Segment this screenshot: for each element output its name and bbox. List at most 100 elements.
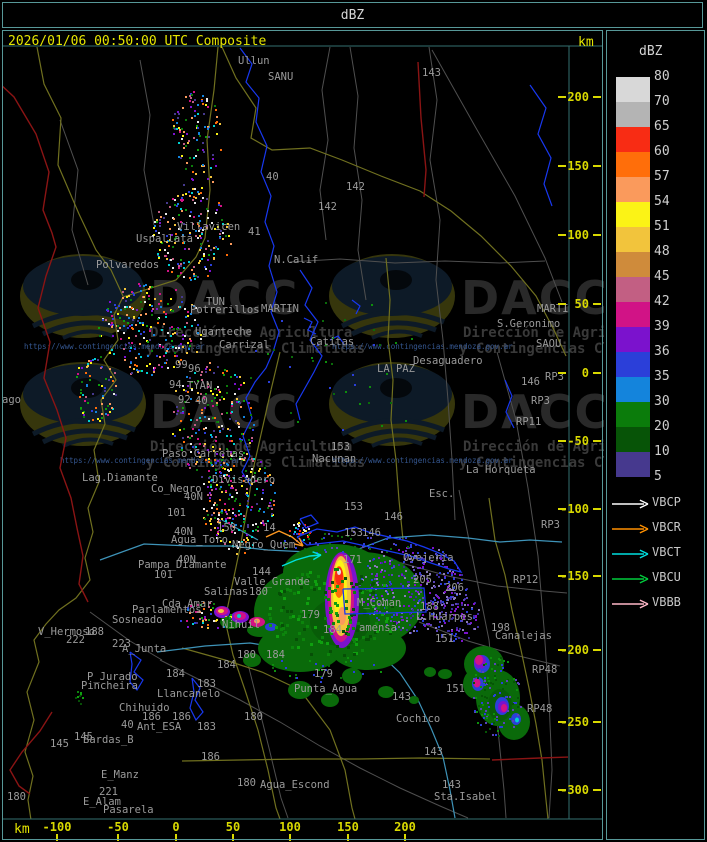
radar-echo-dot bbox=[240, 384, 242, 386]
radar-echo-dot bbox=[517, 714, 519, 716]
storm-vector-arrow bbox=[265, 530, 304, 547]
y-axis-tick-label: -300 bbox=[560, 783, 589, 797]
map-place-label: 146 bbox=[384, 511, 403, 523]
radar-echo-dot bbox=[409, 613, 411, 615]
map-place-label: 14 bbox=[263, 522, 276, 534]
map-place-label: 92 bbox=[178, 394, 191, 406]
radar-echo-dot bbox=[230, 458, 232, 460]
radar-echo-dot bbox=[487, 702, 489, 704]
radar-echo-dot bbox=[361, 649, 364, 652]
radar-echo-dot bbox=[171, 234, 173, 236]
radar-echo-dot bbox=[146, 292, 148, 294]
radar-echo-dot bbox=[153, 334, 155, 336]
map-place-label: 94 bbox=[169, 379, 182, 391]
radar-echo-dot bbox=[231, 401, 233, 403]
colorbar-band-10 bbox=[616, 452, 650, 477]
radar-echo-dot bbox=[217, 386, 219, 388]
radar-echo-dot bbox=[207, 240, 209, 242]
radar-echo-dot bbox=[513, 681, 515, 683]
radar-echo-dot bbox=[400, 629, 402, 631]
radar-echo-dot bbox=[217, 460, 219, 462]
radar-echo-dot bbox=[334, 602, 337, 605]
radar-echo-dot bbox=[494, 670, 496, 672]
radar-echo-dot bbox=[230, 453, 232, 455]
radar-echo-dot bbox=[466, 621, 468, 623]
radar-echo-dot bbox=[220, 464, 222, 466]
radar-echo-dot bbox=[294, 531, 296, 533]
radar-echo-dot bbox=[256, 503, 258, 505]
logo-vein-icon bbox=[371, 329, 423, 340]
radar-echo-dot bbox=[220, 486, 222, 488]
radar-echo-dot bbox=[239, 503, 241, 505]
colorbar-value-label: 57 bbox=[654, 169, 670, 184]
radar-echo-dot bbox=[260, 461, 262, 463]
radar-echo-dot bbox=[186, 376, 188, 378]
radar-echo-dot bbox=[423, 558, 425, 560]
map-place-label: Cda_Amar bbox=[162, 598, 213, 610]
radar-echo-dot bbox=[501, 726, 503, 728]
radar-echo-dot bbox=[381, 569, 383, 571]
radar-echo-dot bbox=[200, 334, 202, 336]
radar-echo-dot bbox=[258, 510, 260, 512]
radar-echo-dot bbox=[429, 573, 431, 575]
radar-echo-dot bbox=[222, 232, 224, 234]
radar-echo-dot bbox=[180, 265, 182, 267]
radar-echo-dot bbox=[384, 561, 386, 563]
radar-echo-dot bbox=[241, 541, 243, 543]
radar-echo-dot bbox=[349, 621, 352, 624]
radar-echo-dot bbox=[230, 243, 232, 245]
radar-echo-dot bbox=[137, 320, 139, 322]
radar-echo-dot bbox=[325, 302, 327, 304]
radar-echo-dot bbox=[201, 626, 203, 628]
blue-boundary-line bbox=[351, 299, 361, 315]
radar-echo-dot bbox=[435, 627, 437, 629]
radar-echo-dot bbox=[255, 523, 257, 525]
radar-echo-dot bbox=[376, 597, 378, 599]
map-place-label: 41 bbox=[248, 226, 261, 238]
radar-echo-dot bbox=[205, 371, 207, 373]
radar-echo-dot bbox=[267, 475, 269, 477]
radar-echo-dot bbox=[153, 371, 155, 373]
radar-echo-dot bbox=[215, 440, 217, 442]
radar-echo-dot bbox=[321, 636, 324, 639]
radar-echo-dot bbox=[273, 349, 275, 351]
radar-echo-dot bbox=[309, 542, 311, 544]
radar-echo-dot bbox=[443, 607, 445, 609]
radar-echo-dot bbox=[197, 127, 199, 129]
radar-echo-dot bbox=[361, 591, 364, 594]
map-place-label: 179 bbox=[301, 609, 320, 621]
radar-echo-dot bbox=[215, 122, 217, 124]
radar-echo-dot bbox=[200, 604, 202, 606]
radar-echo-dot bbox=[238, 388, 240, 390]
radar-echo-dot bbox=[270, 499, 272, 501]
radar-echo-dot bbox=[257, 478, 259, 480]
radar-echo-dot bbox=[163, 355, 165, 357]
radar-echo-dot bbox=[151, 310, 153, 312]
map-place-label: 171 bbox=[343, 554, 362, 566]
radar-echo-dot bbox=[254, 494, 256, 496]
radar-echo-dot bbox=[199, 135, 201, 137]
radar-echo-dot bbox=[159, 249, 161, 251]
radar-echo-dot bbox=[325, 344, 327, 346]
radar-echo-dot bbox=[189, 612, 191, 614]
radar-echo-blob bbox=[501, 704, 507, 712]
radar-echo-dot bbox=[172, 258, 174, 260]
radar-echo-dot bbox=[268, 613, 271, 616]
radar-echo-dot bbox=[154, 225, 156, 227]
radar-echo-dot bbox=[309, 660, 311, 662]
radar-echo-dot bbox=[213, 603, 215, 605]
radar-echo-dot bbox=[174, 238, 176, 240]
radar-echo-dot bbox=[355, 583, 358, 586]
watermark-url: https://www.contingencias.mendoza.gov.ar bbox=[24, 342, 205, 351]
radar-echo-dot bbox=[332, 337, 334, 339]
map-place-label: 144 bbox=[252, 566, 271, 578]
radar-echo-dot bbox=[159, 293, 161, 295]
radar-echo-dot bbox=[181, 296, 183, 298]
colorbar-value-label: 54 bbox=[654, 194, 670, 209]
radar-echo-dot bbox=[219, 233, 221, 235]
radar-echo-dot bbox=[222, 619, 224, 621]
radar-echo-dot bbox=[395, 342, 397, 344]
radar-echo-dot bbox=[311, 357, 313, 359]
radar-echo-dot bbox=[205, 368, 207, 370]
radar-echo-dot bbox=[430, 600, 432, 602]
